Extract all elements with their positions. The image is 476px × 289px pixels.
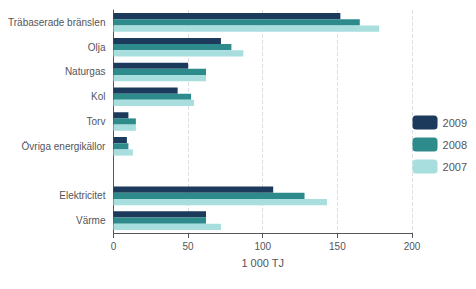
svg-text:0: 0 xyxy=(111,241,117,252)
svg-text:2008: 2008 xyxy=(443,139,467,151)
svg-text:2007: 2007 xyxy=(443,161,467,173)
svg-text:2009: 2009 xyxy=(443,117,467,129)
svg-text:Värme: Värme xyxy=(76,215,106,226)
svg-text:Olja: Olja xyxy=(88,42,106,53)
svg-text:Torv: Torv xyxy=(87,116,106,127)
svg-text:Träbaserade bränslen: Träbaserade bränslen xyxy=(8,17,105,28)
svg-text:150: 150 xyxy=(329,241,346,252)
svg-text:Naturgas: Naturgas xyxy=(65,66,106,77)
svg-text:Övriga energikällor: Övriga energikällor xyxy=(22,141,107,152)
svg-text:1 000 TJ: 1 000 TJ xyxy=(241,257,284,269)
svg-text:50: 50 xyxy=(183,241,195,252)
svg-text:100: 100 xyxy=(254,241,271,252)
svg-text:200: 200 xyxy=(404,241,421,252)
svg-text:Kol: Kol xyxy=(91,91,105,102)
svg-text:Elektricitet: Elektricitet xyxy=(59,190,105,201)
